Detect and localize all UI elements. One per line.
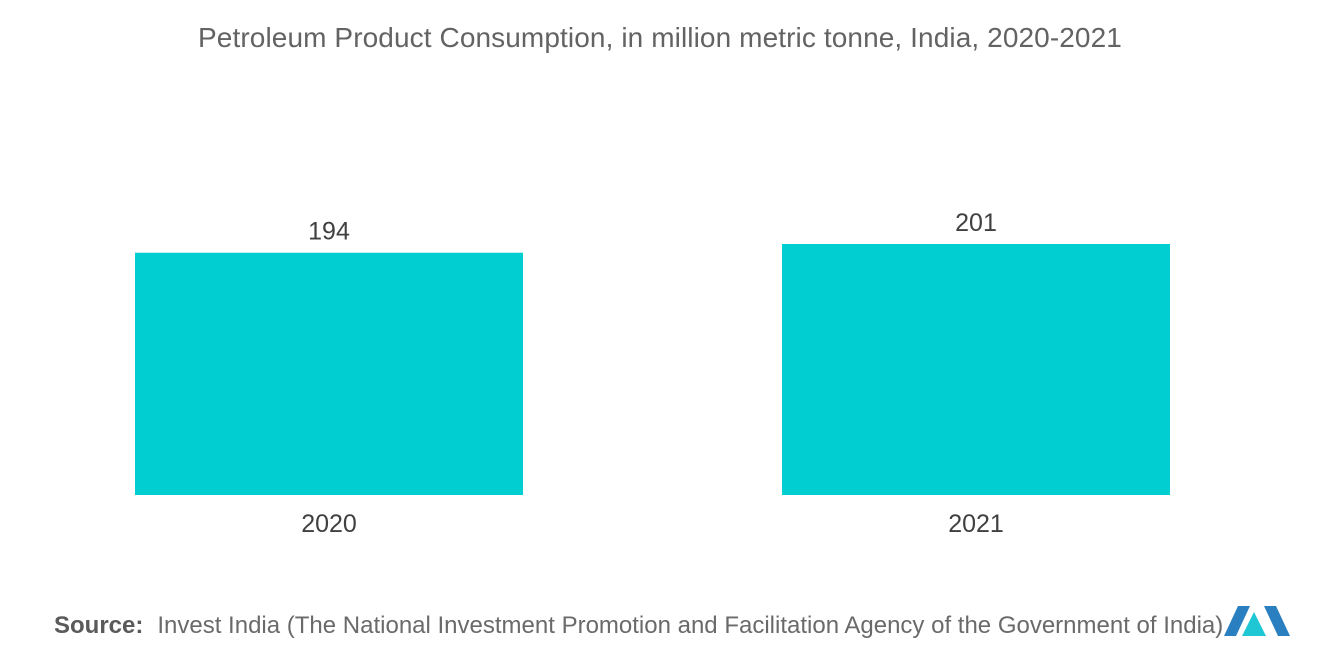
value-labels-group: 194 201 [308, 209, 997, 246]
data-label-2021: 201 [955, 209, 997, 237]
bar-2021 [782, 244, 1170, 495]
mordor-intelligence-logo-icon [1222, 600, 1292, 640]
source-label: Source: [54, 612, 144, 639]
logo-left-shape [1224, 606, 1250, 636]
x-tick-label-2021: 2021 [948, 510, 1004, 538]
logo-middle-shape [1242, 612, 1266, 636]
source-note: Source: Invest India (The National Invest… [54, 612, 1223, 640]
source-text: Invest India (The National Investment Pr… [157, 612, 1224, 639]
bars-group [135, 244, 1170, 495]
data-label-2020: 194 [308, 218, 350, 246]
chart-title: Petroleum Product Consumption, in millio… [198, 22, 1122, 53]
x-axis-tick-labels: 2020 2021 [301, 510, 1004, 538]
bar-2020 [135, 252, 523, 495]
bar-chart: 194 201 2020 2021 [135, 209, 1170, 538]
x-tick-label-2020: 2020 [301, 510, 357, 538]
logo-right-shape [1264, 606, 1290, 636]
